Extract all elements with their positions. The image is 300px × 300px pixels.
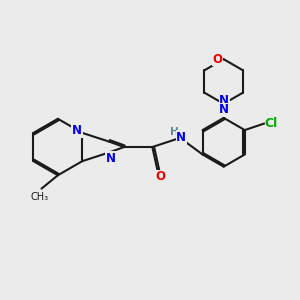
Text: N: N [176,131,186,144]
Text: CH₃: CH₃ [30,192,49,202]
Text: O: O [213,53,223,66]
Text: N: N [106,152,116,165]
Text: N: N [72,124,82,137]
Text: O: O [155,170,165,183]
Text: Cl: Cl [264,117,277,130]
Text: N: N [219,94,229,107]
Text: H: H [170,127,178,137]
Text: N: N [219,103,229,116]
